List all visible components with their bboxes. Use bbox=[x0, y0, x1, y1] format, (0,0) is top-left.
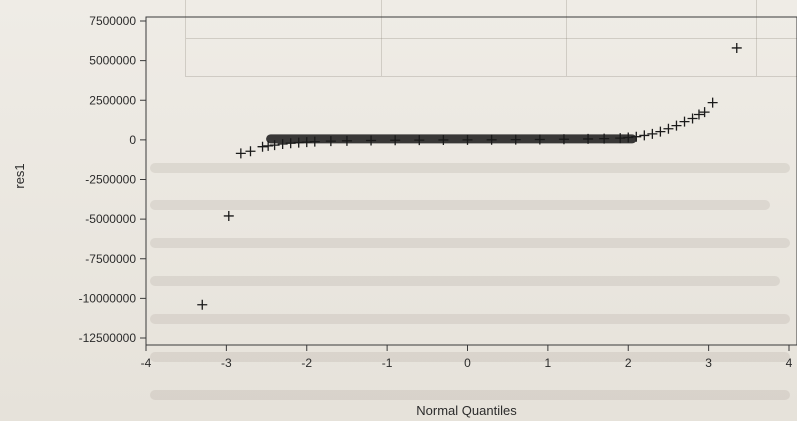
x-tick-label: -3 bbox=[221, 356, 232, 370]
x-axis: -4 -3 -2 -1 0 1 2 3 4 bbox=[141, 345, 793, 370]
data-point bbox=[269, 140, 280, 151]
data-point bbox=[663, 123, 674, 134]
background-text-line bbox=[150, 390, 790, 400]
plot-area bbox=[145, 16, 797, 346]
x-axis-title: Normal Quantiles bbox=[416, 403, 517, 418]
background-table-divider bbox=[186, 38, 797, 39]
data-point bbox=[263, 140, 274, 151]
data-point bbox=[309, 136, 320, 147]
x-tick-label: 4 bbox=[786, 356, 793, 370]
data-point bbox=[510, 134, 521, 145]
data-point bbox=[534, 134, 545, 145]
y-axis: 7500000 5000000 2500000 0 -2500000 -5000000 -7… bbox=[79, 14, 146, 345]
data-point bbox=[245, 146, 256, 157]
y-tick-label: 5000000 bbox=[89, 54, 136, 68]
data-points bbox=[197, 42, 742, 310]
data-point bbox=[655, 126, 666, 137]
x-tick-label: -2 bbox=[301, 356, 312, 370]
y-tick-label: -5000000 bbox=[85, 212, 136, 226]
data-point bbox=[486, 134, 497, 145]
data-point bbox=[623, 132, 634, 143]
x-tick-label: 1 bbox=[545, 356, 552, 370]
data-point bbox=[631, 131, 642, 142]
y-axis-title: res1 bbox=[12, 163, 27, 188]
data-point bbox=[671, 120, 682, 131]
data-point bbox=[277, 138, 288, 149]
y-tick-label: -7500000 bbox=[85, 252, 136, 266]
data-point bbox=[639, 130, 650, 141]
y-tick-label: -10000000 bbox=[79, 291, 137, 305]
background-table bbox=[185, 0, 797, 77]
data-point bbox=[341, 135, 352, 146]
data-point bbox=[257, 141, 268, 152]
y-tick-label: 7500000 bbox=[89, 14, 136, 28]
x-tick-label: 0 bbox=[464, 356, 471, 370]
background-text-line bbox=[150, 200, 770, 210]
background-text-line bbox=[150, 238, 790, 248]
data-point bbox=[438, 134, 449, 145]
data-point bbox=[197, 299, 208, 310]
data-point bbox=[366, 135, 377, 146]
data-point bbox=[693, 109, 704, 120]
data-point bbox=[731, 42, 742, 53]
background-text-line bbox=[150, 352, 790, 362]
background-text-line bbox=[150, 276, 780, 286]
background-table-divider bbox=[756, 0, 757, 76]
data-point bbox=[599, 133, 610, 144]
y-tick-label: 0 bbox=[129, 133, 136, 147]
data-point bbox=[390, 135, 401, 146]
data-point bbox=[558, 134, 569, 145]
y-tick-label: -2500000 bbox=[85, 173, 136, 187]
background-table-divider bbox=[381, 0, 382, 76]
data-point bbox=[462, 134, 473, 145]
data-point bbox=[235, 148, 246, 159]
data-point bbox=[414, 135, 425, 146]
background-table-divider bbox=[566, 0, 567, 76]
data-point bbox=[699, 107, 710, 118]
y-tick-label: 2500000 bbox=[89, 93, 136, 107]
data-point bbox=[325, 136, 336, 147]
x-tick-label: 2 bbox=[625, 356, 632, 370]
x-tick-label: -4 bbox=[141, 356, 152, 370]
data-point bbox=[223, 210, 234, 221]
data-point bbox=[679, 116, 690, 127]
x-tick-label: 3 bbox=[705, 356, 712, 370]
x-tick-label: -1 bbox=[382, 356, 393, 370]
data-point bbox=[687, 113, 698, 124]
background-text-line bbox=[150, 163, 790, 173]
data-point bbox=[647, 128, 658, 139]
data-point bbox=[707, 97, 718, 108]
y-tick-label: -12500000 bbox=[79, 331, 137, 345]
data-point bbox=[583, 133, 594, 144]
background-text-line bbox=[150, 314, 790, 324]
